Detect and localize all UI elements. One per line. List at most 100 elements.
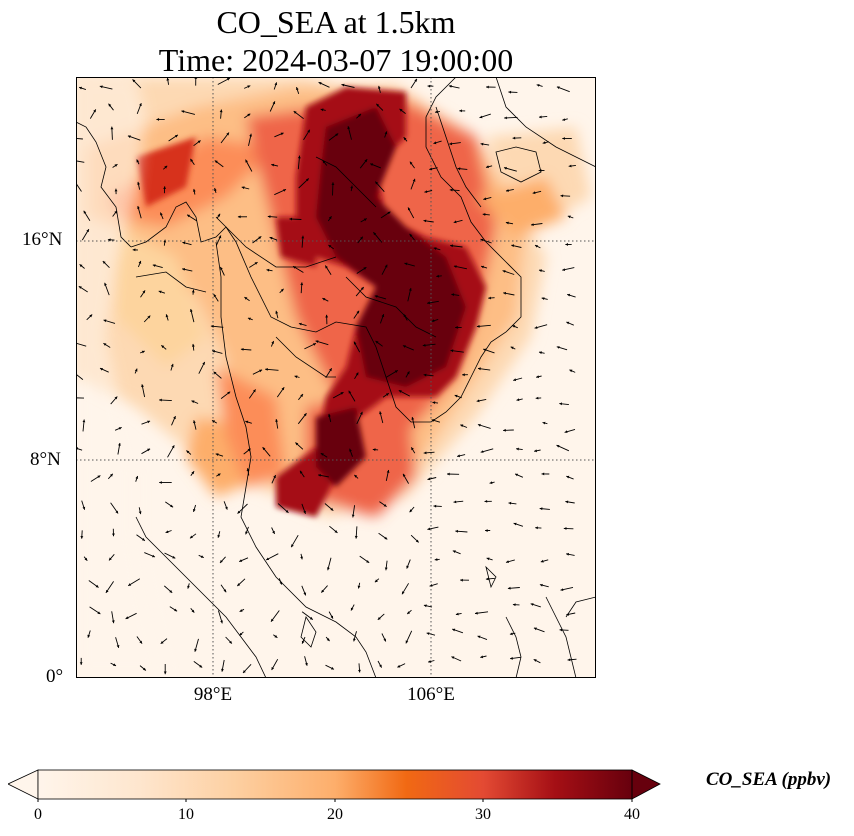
wind-arrow-head [102,261,106,264]
wind-arrow-head [315,340,319,343]
wind-arrow-head [449,142,453,146]
lon-label-98e: 98°E [193,684,233,705]
wind-arrow-head [192,188,196,192]
wind-arrow-head [247,113,251,117]
wind-arrow-head [379,664,382,668]
wind-arrow-head [163,186,166,189]
wind-arrow-head [509,632,513,636]
wind-arrow-head [142,667,146,671]
wind-arrow-head [247,448,251,452]
wind-arrow-head [386,470,390,473]
wind-arrow-head [84,557,88,561]
wind-arrow-head [294,375,298,379]
wind-arrow-head [271,341,274,344]
wind-arrow-head [296,87,299,90]
wind-arrow-head [450,244,453,248]
wind-arrow-head [171,445,175,449]
wind-arrow-head [503,291,507,295]
wind-arrow-head [377,617,381,620]
wind-arrow-head [87,634,91,638]
wind-arrow-head [513,522,517,526]
wind-arrow-head [239,609,243,612]
wind-arrow-head [141,350,145,354]
wind-arrow-head [297,155,301,159]
wind-arrow-head [265,368,268,371]
wind-arrow-head [423,373,427,377]
wind-arrow-head [449,188,453,192]
wind-arrow-head [275,310,279,314]
wind-arrow-shaft [76,160,85,163]
wind-arrow-head [281,387,285,391]
wind-arrow-head [539,269,542,273]
wind-arrow-head [271,667,275,670]
wind-arrow-head [244,297,248,300]
wind-arrow-head [226,132,229,136]
wind-arrow-head [300,282,304,286]
wind-arrow-head [109,557,112,561]
wind-arrow-head [411,417,415,420]
wind-arrow-head [408,288,412,291]
wind-arrow-head [478,367,481,371]
wind-arrow-head [536,375,539,379]
lat-label-equator: 0° [46,666,64,687]
wind-arrow-head [460,424,464,428]
wind-arrow-head [453,500,457,504]
wind-arrow-head [107,238,111,242]
wind-arrow-head [486,557,490,561]
wind-arrow-head [136,159,140,163]
wind-arrow-head [247,317,251,321]
gridlines [76,77,596,678]
wind-arrow-head [567,658,571,662]
wind-arrow-head [535,526,538,530]
wind-arrow-head [163,671,167,675]
wind-arrow-head [330,615,333,619]
wind-arrow-head [560,194,564,198]
wind-arrow-head [80,536,84,539]
wind-arrow-head [279,581,283,585]
wind-arrow-head [422,343,426,347]
wind-arrow-head [349,448,352,452]
wind-arrow-head [370,163,374,166]
wind-arrow-head [457,454,460,458]
wind-arrow-head [402,345,406,348]
wind-arrow-head [486,85,489,89]
wind-arrow-head [542,421,546,425]
wind-arrow-head [567,215,571,219]
wind-arrow-head [511,244,515,248]
wind-arrow-head [182,241,186,245]
wind-arrow-head [266,268,270,272]
wind-arrow-head [502,270,506,273]
wind-arrow-head [166,77,170,81]
wind-arrow-head [562,118,566,121]
wind-arrow-head [237,510,241,514]
wind-arrow-head [475,611,478,615]
wind-arrow-head [448,84,452,88]
wind-arrow-head [423,219,427,223]
wind-arrow-head [318,474,321,477]
wind-arrow-head [477,635,481,639]
wind-arrow-head [275,419,278,422]
wind-arrow-head [303,592,307,596]
wind-arrow-head [510,346,514,350]
wind-arrow-head [247,85,251,88]
wind-arrow-head [450,349,454,353]
coastlines [76,77,596,678]
wind-arrow-head [451,656,455,659]
wind-arrow-head [142,290,146,294]
wind-arrow-head [383,638,386,642]
wind-arrow-head [190,158,194,162]
wind-arrow-head [431,319,435,322]
wind-arrow-head [348,390,352,394]
wind-arrow-head [266,557,270,560]
wind-arrow-head [240,348,244,351]
wind-arrow-head [534,326,538,329]
wind-arrow-head [108,103,112,107]
wind-arrow-head [480,238,484,242]
wind-arrow-head [225,506,228,510]
wind-arrow-head [534,449,537,453]
wind-arrow-head [190,535,193,539]
wind-arrow-head [239,559,243,562]
wind-arrow-head [404,262,408,266]
wind-arrow-head [243,670,246,673]
wind-arrow-head [455,612,459,616]
